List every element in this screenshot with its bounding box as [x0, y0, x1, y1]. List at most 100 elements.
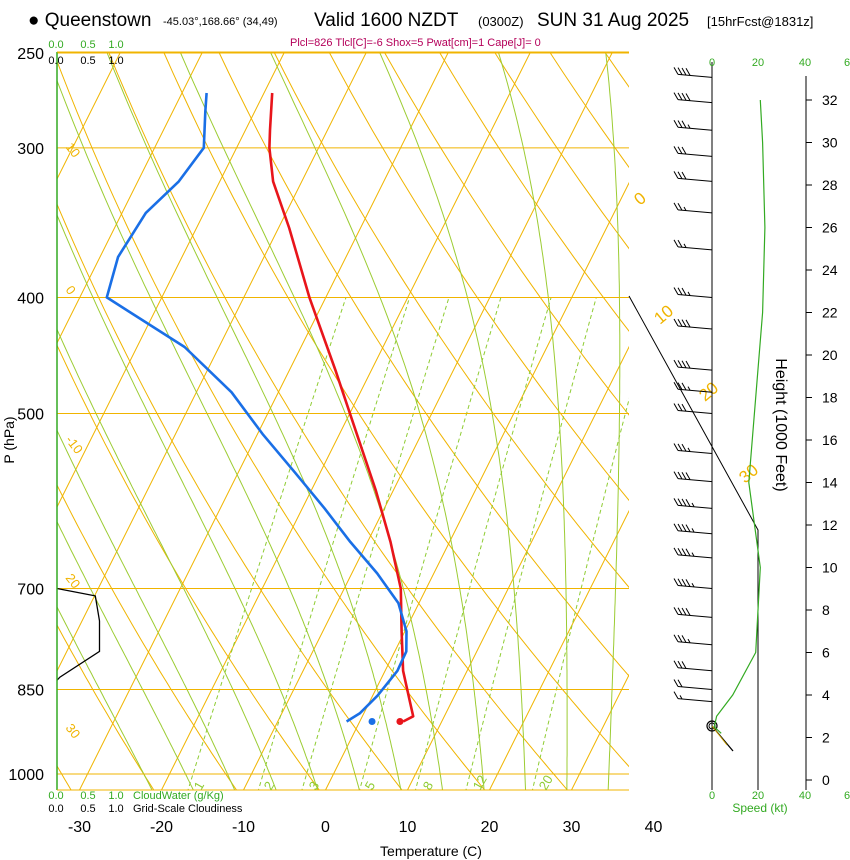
height-tick-label: 28 — [822, 177, 838, 193]
dewpoint-line — [105, 92, 408, 723]
x-tick-label: 40 — [645, 819, 663, 836]
pressure-tick-label: 700 — [17, 581, 44, 598]
mixing-ratio-label: 12 — [470, 772, 490, 792]
isotherm-line — [0, 0, 96, 799]
dry-adiabat-line — [634, 0, 850, 799]
cloudiness-tick-top: 1.0 — [108, 55, 123, 67]
height-tick-label: 26 — [822, 220, 838, 236]
moist-adiabat-line — [269, 52, 485, 790]
x-tick-label: 0 — [321, 819, 330, 836]
location-dot-icon: ● — [28, 10, 40, 31]
dry-adiabat-line — [841, 0, 850, 799]
speed-tick-top: 0 — [709, 57, 715, 69]
isotherm-label: 30 — [63, 721, 84, 742]
wind-barb — [673, 202, 713, 214]
location-coords: -45.03°,168.66° (34,49) — [163, 16, 278, 28]
wind-barb — [673, 382, 713, 393]
wind-barb — [673, 634, 713, 646]
moist-adiabat-line — [57, 429, 236, 790]
x-tick-label: 10 — [399, 819, 417, 836]
moist-adiabat-line — [497, 52, 568, 790]
speed-tick-bottom: 40 — [799, 790, 811, 802]
mixing-ratio-line — [531, 397, 629, 790]
cloudiness-tick-top: 0.5 — [80, 55, 95, 67]
dry-adiabat-line — [493, 52, 629, 250]
x-tick-label: -10 — [232, 819, 255, 836]
cloudwater-tick-top: 1.0 — [108, 39, 123, 51]
speed-tick-top: 40 — [799, 57, 811, 69]
cloudiness-tick-bottom: 0.5 — [80, 803, 95, 815]
dry-adiabat-line — [57, 624, 155, 790]
wind-barb — [673, 691, 713, 703]
x-tick-label: -30 — [68, 819, 91, 836]
dry-adiabat-line — [218, 52, 629, 677]
dry-adiabat-line — [549, 52, 629, 169]
height-tick-label: 4 — [822, 687, 830, 703]
wind-barb — [673, 92, 713, 104]
wind-barb — [673, 359, 713, 371]
speed-tick-top: 20 — [752, 57, 764, 69]
wind-barb — [673, 318, 713, 330]
mixing-ratio-label: 20 — [536, 772, 556, 792]
wind-barb — [673, 67, 713, 78]
isotherm-line — [57, 52, 368, 673]
mixing-ratio-line — [465, 297, 597, 790]
speed-tick-bottom: 6 — [844, 790, 850, 802]
pressure-tick-label: 500 — [17, 407, 44, 424]
dry-adiabat-line — [438, 52, 629, 332]
pressure-tick-label: 400 — [17, 290, 44, 307]
isotherm-line — [324, 181, 629, 790]
dry-adiabat-line — [789, 0, 850, 799]
isotherm-line — [649, 0, 850, 799]
wind-barb — [673, 578, 713, 589]
pressure-tick-label: 300 — [17, 141, 44, 158]
wind-barb — [673, 119, 713, 131]
wind-barb — [673, 547, 713, 559]
x-tick-label: 30 — [563, 819, 581, 836]
isotherm-line — [78, 52, 450, 790]
pressure-tick-label: 850 — [17, 682, 44, 699]
isotherm-line — [57, 52, 204, 345]
cloudiness-label: Grid-Scale Cloudiness — [133, 803, 243, 815]
height-tick-label: 16 — [822, 432, 838, 448]
isotherm-line — [406, 345, 629, 790]
isotherm-label: 10 — [650, 301, 677, 328]
wind-speed-line — [713, 99, 766, 734]
moist-adiabat-line — [57, 520, 194, 790]
cloudwater-tick-bottom: 0.5 — [80, 790, 95, 802]
height-tick-label: 12 — [822, 517, 838, 533]
cloudwater-tick-bottom: 1.0 — [108, 790, 123, 802]
mixing-ratio-line — [257, 297, 411, 790]
wind-barb — [673, 171, 713, 182]
x-tick-label: 20 — [481, 819, 499, 836]
moist-adiabat-line — [378, 52, 527, 790]
surface-wind-barb — [711, 725, 728, 746]
station-circle-icon — [706, 720, 718, 732]
wind-barb — [673, 523, 713, 535]
isotherm-label: 0 — [63, 283, 79, 298]
utc-time: (0300Z) — [478, 14, 524, 29]
speed-tick-top: 6 — [844, 57, 850, 69]
dry-adiabat-line — [57, 202, 403, 790]
wind-barb — [673, 443, 713, 455]
dry-adiabat-line — [57, 484, 238, 790]
mixing-ratio-line — [359, 297, 502, 790]
x-tick-label: -20 — [150, 819, 173, 836]
dry-adiabat-line — [163, 52, 629, 768]
isotherm-line — [488, 509, 629, 790]
pressure-tick-label: 1000 — [8, 767, 44, 784]
plot-area — [0, 0, 850, 799]
height-tick-label: 24 — [822, 262, 838, 278]
height-tick-label: 0 — [822, 772, 830, 788]
height-tick-label: 14 — [822, 475, 838, 491]
moist-adiabat-line — [106, 52, 402, 790]
isotherm-line — [160, 52, 532, 790]
moist-adiabat-line — [57, 213, 319, 790]
cloudiness-line — [56, 587, 101, 681]
forecast-date: SUN 31 Aug 2025 — [537, 10, 690, 31]
dry-adiabat-line — [57, 764, 72, 790]
height-tick-label: 20 — [822, 347, 838, 363]
y-axis-title: P (hPa) — [1, 416, 17, 463]
surface-dewpoint-marker — [368, 718, 376, 726]
wind-barb — [673, 607, 713, 618]
